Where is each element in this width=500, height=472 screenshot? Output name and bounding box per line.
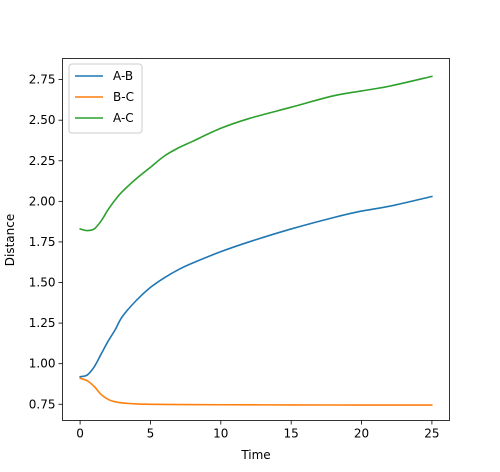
series-line-a-b bbox=[79, 195, 433, 378]
plot-frame bbox=[62, 58, 450, 421]
x-axis-ticks: 0 5 10 15 20 25 bbox=[76, 420, 440, 441]
legend-label: A-C bbox=[113, 111, 134, 125]
y-tick-label: 1.25 bbox=[29, 316, 56, 330]
x-tick-label: 0 bbox=[76, 427, 84, 441]
legend-label: A-B bbox=[113, 69, 133, 83]
y-tick-label: 2.25 bbox=[29, 154, 56, 168]
x-axis-label: Time bbox=[240, 448, 270, 462]
series-line-a-c bbox=[79, 75, 433, 232]
series-line-b-c bbox=[79, 377, 433, 406]
y-tick-label: 0.75 bbox=[29, 397, 56, 411]
y-tick-label: 2.75 bbox=[29, 73, 56, 87]
y-tick-label: 2.00 bbox=[29, 194, 56, 208]
y-axis-ticks: 0.75 1.00 1.25 1.50 1.75 2.00 2.25 2.50 2.75 bbox=[29, 73, 63, 411]
series-lines bbox=[79, 75, 433, 406]
legend-label: B-C bbox=[113, 90, 134, 104]
y-tick-label: 1.75 bbox=[29, 235, 56, 249]
y-axis-label: Distance bbox=[3, 214, 17, 266]
y-tick-label: 1.00 bbox=[29, 357, 56, 371]
y-tick-label: 1.50 bbox=[29, 276, 56, 290]
x-tick-label: 20 bbox=[354, 427, 369, 441]
x-tick-label: 5 bbox=[147, 427, 155, 441]
x-tick-label: 10 bbox=[213, 427, 228, 441]
x-tick-label: 15 bbox=[284, 427, 299, 441]
legend: A-B B-C A-C bbox=[68, 63, 143, 134]
legend-box bbox=[68, 63, 143, 134]
x-tick-label: 25 bbox=[424, 427, 439, 441]
y-tick-label: 2.50 bbox=[29, 113, 56, 127]
